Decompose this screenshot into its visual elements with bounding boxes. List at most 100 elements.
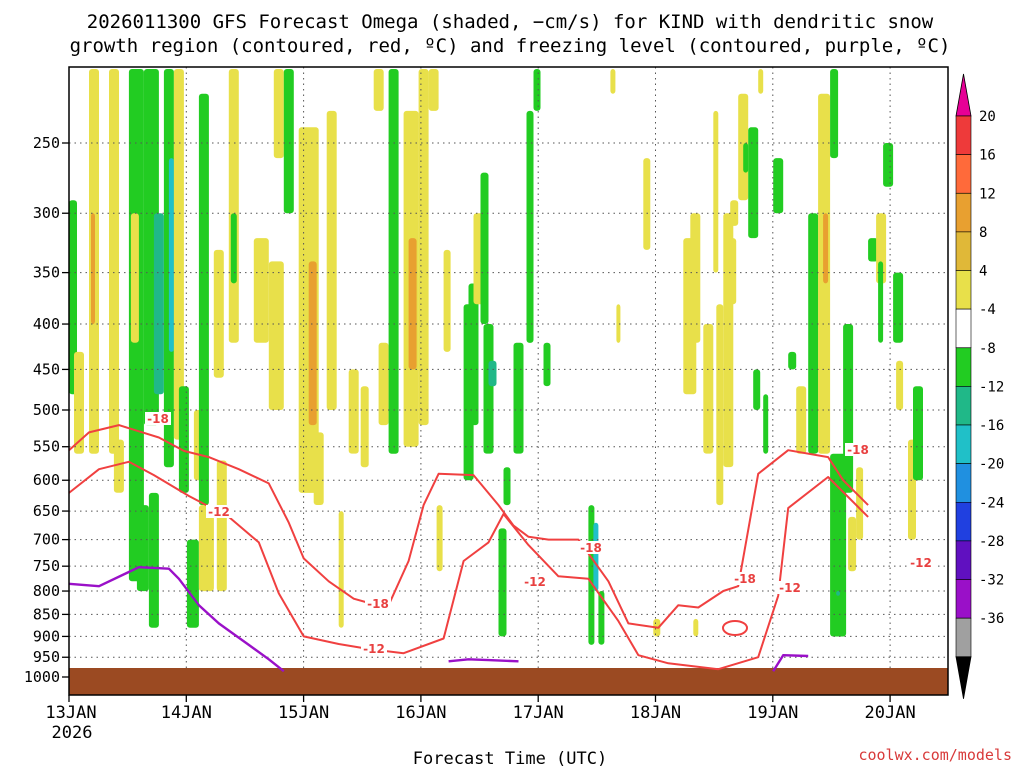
- colorbar-label: -20: [979, 457, 1004, 473]
- omega-cell: [830, 69, 839, 159]
- omega-cell: [198, 93, 209, 506]
- omega-cell: [74, 351, 84, 454]
- contour-label-bg: [845, 443, 871, 456]
- colorbar-label: -16: [979, 418, 1004, 434]
- year-label: 2026: [52, 723, 93, 743]
- colorbar-top-arrow: [955, 73, 972, 117]
- omega-cell: [436, 505, 443, 572]
- colorbar-swatch: [955, 424, 972, 464]
- contour-label: -12: [910, 556, 932, 570]
- contour-label-bg: [361, 642, 387, 655]
- x-axis: 13JAN 14JAN 15JAN 16JAN 17JAN 18JAN 19JAN 20JAN: [45, 695, 916, 723]
- omega-cell: [178, 386, 189, 493]
- omega-cell: [836, 591, 841, 596]
- omega-cell: [480, 172, 489, 324]
- omega-cell: [69, 200, 77, 395]
- colorbar-label: -4: [979, 302, 996, 318]
- omega-cell: [703, 324, 714, 454]
- contour-label: -12: [208, 505, 230, 519]
- colorbar: 20 16 12 8 4 -4 -8 -12 -16 -20 -24 -28 -32 -36: [955, 73, 1004, 699]
- y-tick-label: 300: [33, 204, 60, 222]
- contour-label-bg: [908, 556, 934, 569]
- credit-text: coolwx.com/models: [858, 746, 1012, 764]
- omega-cell: [503, 467, 511, 506]
- colorbar-swatch: [955, 308, 972, 349]
- omega-cell: [273, 69, 284, 159]
- colorbar-label: 4: [979, 264, 987, 280]
- contour-label: -12: [524, 575, 546, 589]
- omega-cell: [763, 394, 769, 454]
- omega-cell: [848, 516, 857, 572]
- omega-cell: [109, 69, 119, 454]
- omega-cell: [526, 110, 534, 343]
- omega-cell: [878, 261, 884, 343]
- omega-cell: [883, 143, 894, 187]
- contour-label-bg: [578, 541, 604, 554]
- omega-cell: [168, 158, 174, 352]
- omega-cell: [788, 351, 797, 370]
- freezing-level-contour: [772, 654, 809, 672]
- colorbar-swatch: [955, 193, 972, 233]
- omega-cell: [730, 200, 739, 226]
- omega-cell: [213, 249, 224, 378]
- omega-cell: [130, 213, 139, 343]
- omega-cell: [360, 386, 369, 468]
- omega-cell: [593, 522, 599, 591]
- contour-label-bg: [145, 412, 171, 425]
- colorbar-swatch: [955, 347, 972, 387]
- omega-cell: [378, 342, 389, 426]
- y-tick-label: 850: [33, 605, 60, 623]
- x-tick-label: 20JAN: [865, 703, 916, 723]
- chart-title-line1: 2026011300 GFS Forecast Omega (shaded, −…: [87, 11, 934, 33]
- colorbar-swatch: [955, 463, 972, 503]
- y-tick-label: 550: [33, 438, 60, 456]
- omega-cell: [253, 238, 269, 343]
- colorbar-label: 8: [979, 225, 987, 241]
- colorbar-label: 20: [979, 109, 996, 125]
- contour-label-bg: [365, 597, 391, 610]
- contour-label: -18: [147, 412, 169, 426]
- omega-cell: [893, 272, 904, 343]
- omega-cell: [338, 511, 344, 628]
- contour-label-bg: [777, 581, 803, 594]
- contour-label: -12: [363, 642, 385, 656]
- y-tick-label: 450: [33, 360, 60, 378]
- omega-cell: [498, 528, 507, 637]
- contour-label-bg: [522, 575, 548, 588]
- contour-label: -18: [847, 443, 869, 457]
- y-tick-label: 900: [33, 627, 60, 645]
- omega-cell: [418, 69, 429, 426]
- y-tick-label: 1000: [24, 668, 60, 686]
- colorbar-swatch: [955, 154, 972, 194]
- omega-cell: [728, 238, 737, 305]
- omega-cell: [693, 618, 699, 637]
- colorbar-label: 12: [979, 186, 996, 202]
- omega-cell: [173, 69, 184, 440]
- y-tick-label: 250: [33, 134, 60, 152]
- omega-cell: [488, 360, 497, 387]
- omega-cell: [148, 492, 159, 628]
- omega-cell: [643, 158, 651, 250]
- plot-area: -18 -12 -18 -12 -12 -18 -18 -12 -18 -12: [68, 66, 949, 696]
- contour-label-bg: [206, 505, 232, 518]
- x-tick-label: 14JAN: [161, 703, 212, 723]
- contour-label: -18: [367, 597, 389, 611]
- omega-cell: [796, 386, 807, 454]
- omega-cell: [713, 110, 719, 273]
- omega-cell: [313, 432, 324, 505]
- omega-cell: [230, 213, 237, 284]
- contour-label: -18: [580, 541, 602, 555]
- grid-lines: [69, 67, 948, 695]
- omega-cell: [91, 213, 95, 324]
- plot-frame: [68, 66, 949, 696]
- colorbar-bottom-arrow: [955, 656, 972, 699]
- omega-cell: [843, 324, 854, 493]
- x-axis-label: Forecast Time (UTC): [413, 749, 607, 768]
- omega-shading: [69, 69, 923, 645]
- omega-cell: [468, 283, 479, 426]
- omega-cell: [186, 539, 199, 628]
- omega-cell: [868, 238, 879, 262]
- colorbar-label: -32: [979, 573, 1004, 589]
- omega-cell: [913, 386, 923, 481]
- colorbar-swatch: [955, 386, 972, 426]
